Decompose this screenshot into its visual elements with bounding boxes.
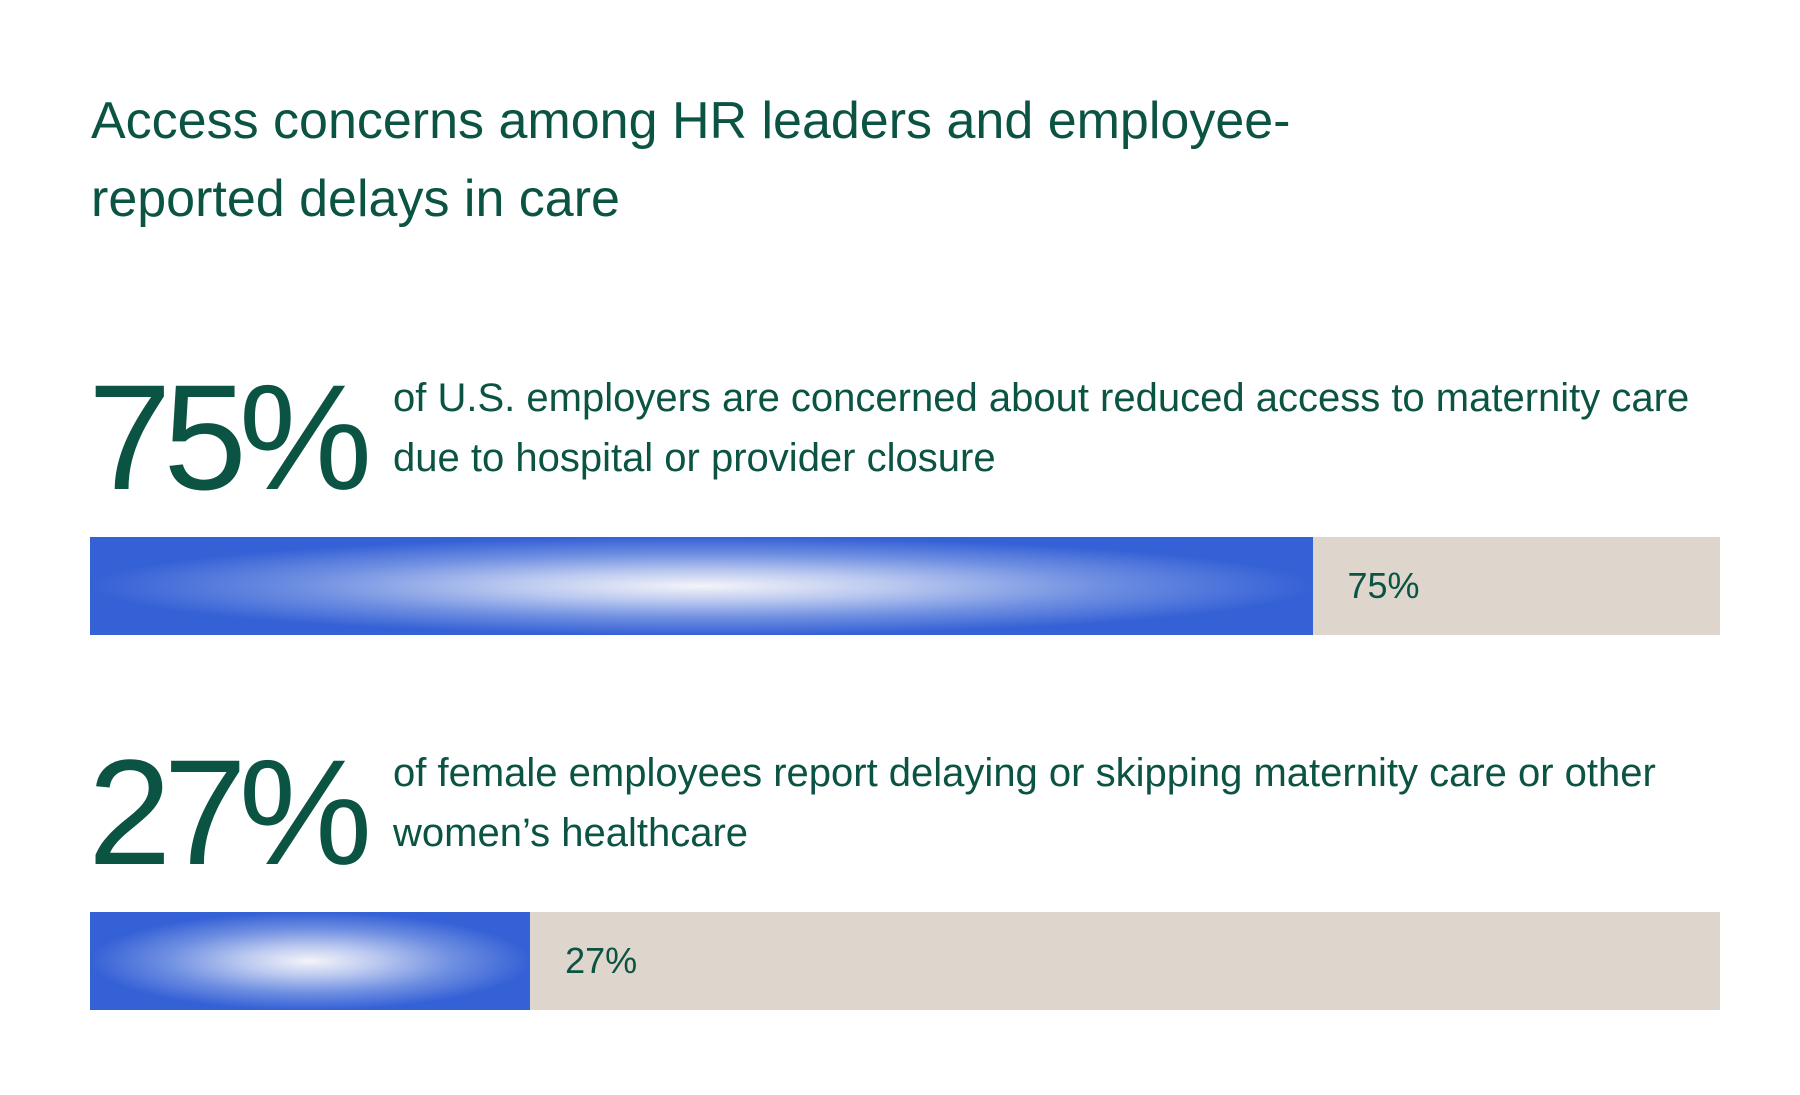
- bar-value-label: 27%: [565, 940, 638, 981]
- bar-fill: [90, 912, 531, 1010]
- stat-description: of U.S. employers are concerned about re…: [393, 376, 1690, 480]
- big-percentage: 75%: [88, 353, 372, 521]
- bar-track: 75%: [90, 537, 1720, 635]
- bar-value-label: 75%: [1347, 565, 1420, 606]
- bar-fill: [90, 537, 1313, 635]
- stat-description: of female employees report delaying or s…: [393, 751, 1656, 855]
- bar-track: 27%: [90, 912, 1720, 1010]
- big-percentage: 27%: [88, 728, 372, 896]
- chart-title: Access concerns among HR leaders and emp…: [91, 92, 1291, 228]
